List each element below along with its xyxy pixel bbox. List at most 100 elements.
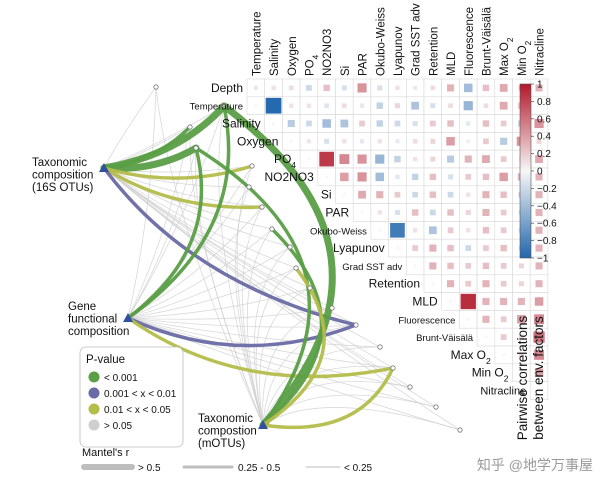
heatmap-value-square [323,84,330,92]
factor-labels: Temperature Salinity Oxygen PO4 NO2NO3 Si PAR O… [190,3,547,397]
mantel-link [126,104,231,320]
heatmap-value-square [342,139,347,144]
heatmap-value-square [460,293,476,310]
mantel-link-nonsig [127,317,394,369]
column-label-salinity: Salinity [269,39,281,76]
heatmap-value-square [483,103,489,109]
heatmap-value-square [517,297,525,306]
link-anchor-dot [269,226,275,232]
colorbar-tick-label: 1 [537,80,543,91]
heatmap-value-square [500,244,507,252]
heatmap-value-square [482,262,490,270]
heatmap-value-square [446,137,455,146]
column-label-okubo-weiss: Okubo-Weiss [375,7,387,76]
heatmap-value-square [465,174,472,180]
heatmap-value-square [500,227,507,234]
heatmap-value-square [289,103,294,108]
column-label-po4: PO4 [304,54,320,76]
heatmap-value-square [319,151,334,167]
mantel-link-nonsig [262,407,461,431]
heatmap-value-square [340,172,349,182]
heatmap-value-square [375,172,384,182]
mantel-link [102,125,192,170]
heatmap-value-square [288,85,294,91]
heatmap-value-square [466,317,470,321]
heatmap-value-square [482,173,490,181]
colorbar-tick-label: −0.6 [537,219,557,230]
column-label-retention: Retention [428,27,440,76]
row-label-fluorescence: Fluorescence [398,315,455,326]
heatmap-value-square [463,101,473,111]
source-node-gene-functional [123,313,133,322]
source-label-taxonomic-16s: (16S OTUs) [32,182,94,194]
heatmap-value-square [517,315,526,324]
mantel-link [261,366,395,430]
link-anchor-dot [407,384,413,390]
mantel-link-nonsig [127,246,291,319]
mantel-link-nonsig [103,167,333,309]
p-value-legend-label: 0.01 < x < 0.05 [104,405,171,416]
heatmap-value-square [412,138,418,144]
link-anchor-dot [307,285,313,291]
source-node-taxonomic-motus [258,420,268,429]
heatmap-value-square [357,154,367,164]
heatmap-value-square [534,118,544,129]
colorbar-tick-label: 0.4 [537,132,551,143]
heatmap-value-square [483,245,489,251]
column-label-no2no3: NO2NO3 [322,29,334,76]
heatmap-value-square [412,228,418,233]
source-label-taxonomic-16s: composition [32,170,93,182]
heatmap-value-square [534,368,544,377]
heatmap-value-square [449,300,453,303]
colorbar-tick-label: −0.4 [537,201,557,212]
source-label-gene-functional: composition [68,326,129,338]
row-label-nitracline: Nitracline [480,386,526,398]
link-anchor-dot [187,124,193,130]
row-label-max-o2: Max O2 [451,348,491,366]
heatmap-value-square [500,334,507,340]
heatmap-value-square [535,84,543,92]
colorbar-gradient [519,83,532,259]
row-label-min-o2: Min O2 [472,366,509,384]
mantel-link [102,166,264,210]
heatmap-value-square [500,263,507,269]
mantel-link-nonsig [127,267,297,319]
mantel-link-nonsig [255,267,297,426]
mantel-link-nonsig [127,287,311,319]
heatmap-value-square [500,316,507,323]
heatmap-value-square [500,209,507,216]
heatmap-value-square [395,174,400,180]
p-value-legend-dot [88,403,100,415]
colorbar-tick-label: 0.8 [537,97,551,108]
heatmap-value-square [376,102,383,109]
heatmap-value-square [342,193,346,197]
source-node-taxonomic-16s [99,163,109,172]
mantel-link-nonsig [103,86,157,169]
colorbar-tick-label: −0.8 [537,236,557,247]
heatmap-value-square [482,280,490,288]
heatmap-value-square [306,139,311,144]
heatmap-value-square [428,226,437,235]
mantel-link-nonsig [127,86,157,319]
link-anchor-dot [390,365,396,371]
heatmap-value-square [482,208,490,217]
heatmap-value-square [430,138,436,144]
heatmap-value-square [412,120,418,127]
heatmap-value-square [464,83,473,93]
mantel-link-nonsig [259,287,311,426]
heatmap-value-square [395,139,400,144]
heatmap-value-square [482,84,490,92]
mantel-link [102,164,254,180]
column-label-fluorescence: Fluorescence [464,7,476,76]
row-label-temperature: Temperature [190,102,243,113]
heatmap-value-square [518,352,524,358]
heatmap-value-square [535,173,543,181]
chart-title: Pairwise correlationsbetween env. factor… [515,315,546,440]
heatmap-value-square [339,154,350,165]
heatmap-value-square [289,139,293,143]
colorbar-tick-label: 0 [537,167,543,178]
heatmap-value-square [375,154,385,164]
column-label-si: Si [340,66,352,76]
column-label-grad-sst-adv: Grad SST adv [411,3,423,76]
heatmap-value-square [535,262,543,270]
